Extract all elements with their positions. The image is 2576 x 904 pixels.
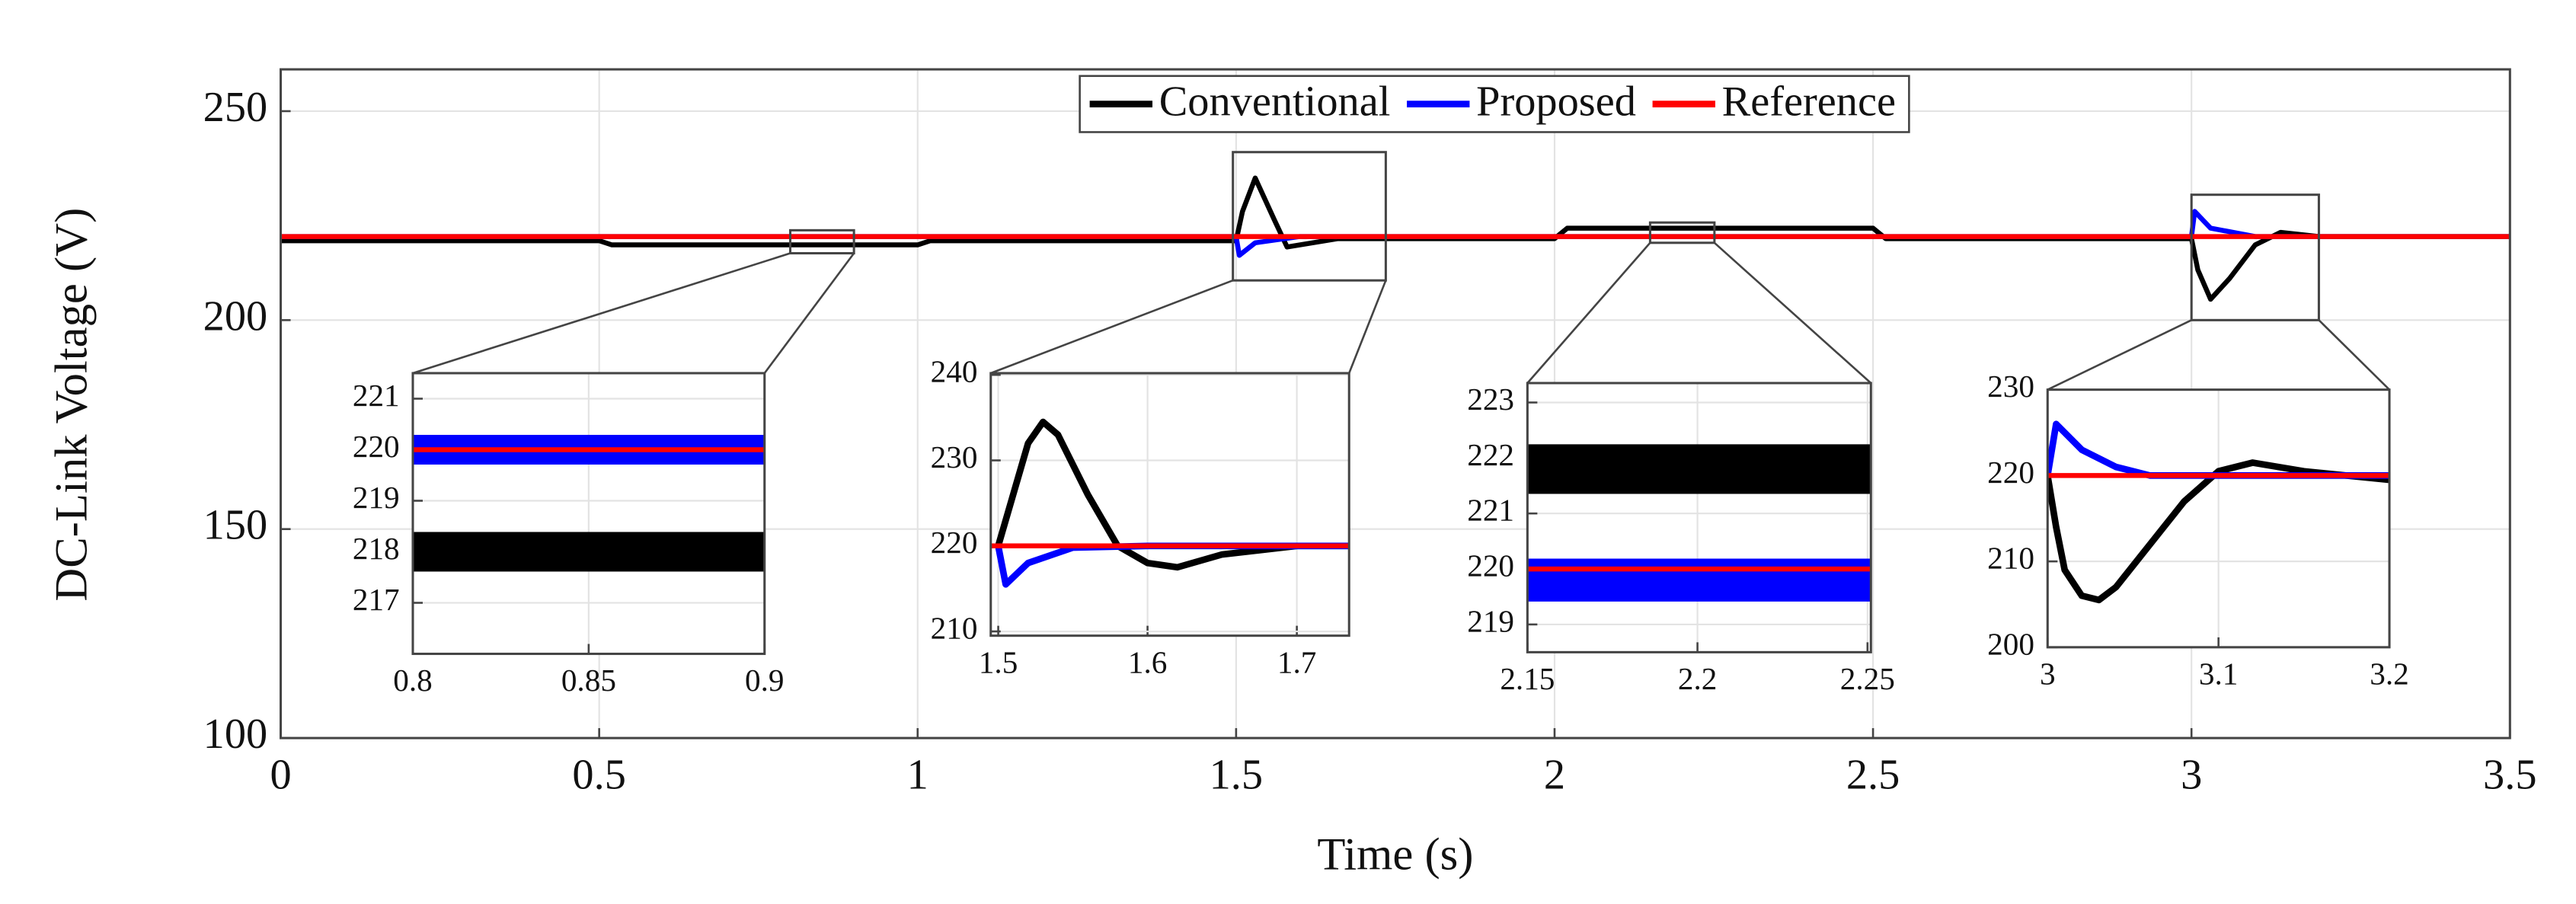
y-tick-label: 220 xyxy=(1467,548,1514,583)
zoom-connector xyxy=(412,252,791,375)
y-tick-label: 221 xyxy=(353,378,400,413)
x-tick-label: 1 xyxy=(907,752,928,799)
y-tick-label: 217 xyxy=(353,582,400,617)
series-line xyxy=(995,418,1350,571)
y-tick-label: 100 xyxy=(203,711,268,758)
y-tick-label: 219 xyxy=(353,480,400,515)
y-tick-label: 220 xyxy=(931,525,978,560)
y-tick-label: 150 xyxy=(203,502,268,549)
zoom-connector xyxy=(990,279,1234,375)
inset-plot: 3 3.1 3.2 200 210 220 230 xyxy=(1987,369,2409,691)
plot-frame xyxy=(280,68,2511,739)
plot-background xyxy=(1527,382,1871,653)
x-tick-label: 3 xyxy=(2181,752,2202,799)
zoom-box xyxy=(1232,151,1387,282)
zoom-box xyxy=(1648,221,1716,244)
y-tick-label: 230 xyxy=(1987,369,2034,404)
x-tick-label: 2.15 xyxy=(1500,661,1555,696)
x-tick-label: 2 xyxy=(1544,752,1565,799)
zoom-connector xyxy=(2047,319,2192,391)
y-tick-label: 220 xyxy=(1987,455,2034,490)
x-tick-label: 3.2 xyxy=(2370,656,2408,691)
plot-frame xyxy=(411,372,766,656)
x-tick-label: 3.1 xyxy=(2199,656,2238,691)
y-tick-label: 219 xyxy=(1467,603,1514,638)
zoom-connector xyxy=(1713,241,1872,384)
y-tick-label: 218 xyxy=(353,531,400,566)
y-tick-label: 210 xyxy=(931,611,978,646)
x-tick-label: 1.5 xyxy=(1210,752,1263,799)
x-tick-label: 3 xyxy=(2040,656,2056,691)
x-tick-label: 0.9 xyxy=(745,663,784,698)
zoom-box xyxy=(2190,193,2320,321)
legend-label: Reference xyxy=(1722,78,1896,126)
zoom-box xyxy=(789,228,855,255)
y-tick-label: 240 xyxy=(931,354,978,389)
plot-background xyxy=(990,372,1350,636)
x-tick-label: 2.25 xyxy=(1840,661,1895,696)
y-tick-label: 222 xyxy=(1467,437,1514,472)
y-tick-label: 200 xyxy=(1987,626,2034,661)
zoom-connector xyxy=(2318,319,2390,391)
x-tick-label: 0.5 xyxy=(572,752,625,799)
x-tick-label: 1.6 xyxy=(1128,644,1167,679)
x-tick-label: 1.5 xyxy=(979,644,1018,679)
plot-frame xyxy=(2046,388,2391,649)
x-tick-label: 1.7 xyxy=(1277,644,1316,679)
x-tick-label: 3.5 xyxy=(2483,752,2536,799)
y-tick-label: 221 xyxy=(1467,493,1514,528)
inset-plot: 0.8 0.85 0.9 217 218 219 220 221 xyxy=(353,372,785,698)
y-tick-label: 250 xyxy=(203,84,268,131)
legend: Conventional Proposed Reference xyxy=(1079,75,1910,133)
zoom-connector xyxy=(1348,280,1387,374)
y-tick-label: 210 xyxy=(1987,541,2034,576)
x-tick-label: 0 xyxy=(270,752,291,799)
x-axis-label: Time (s) xyxy=(1317,829,1473,880)
inset-plot: 2.15 2.2 2.25 219 220 221 222 223 xyxy=(1467,382,1895,696)
zoom-connector xyxy=(1526,241,1651,384)
x-tick-label: 0.8 xyxy=(393,663,432,698)
zoom-connector xyxy=(763,252,855,374)
inset-plot: 1.5 1.6 1.7 210 220 230 240 xyxy=(931,354,1350,679)
x-tick-label: 2.5 xyxy=(1846,752,1900,799)
y-axis-label: DC-Link Voltage (V) xyxy=(46,208,97,602)
y-tick-label: 223 xyxy=(1467,382,1514,417)
plot-frame xyxy=(989,372,1350,637)
legend-label: Conventional xyxy=(1159,78,1391,126)
legend-box xyxy=(1079,75,1910,133)
legend-label: Proposed xyxy=(1476,78,1636,126)
x-tick-label: 0.85 xyxy=(561,663,616,698)
y-tick-label: 220 xyxy=(353,429,400,464)
y-tick-label: 200 xyxy=(203,292,268,340)
series-line xyxy=(2047,459,2390,604)
plot-frame xyxy=(1526,382,1872,653)
y-tick-label: 230 xyxy=(931,439,978,474)
x-tick-label: 2.2 xyxy=(1678,661,1717,696)
